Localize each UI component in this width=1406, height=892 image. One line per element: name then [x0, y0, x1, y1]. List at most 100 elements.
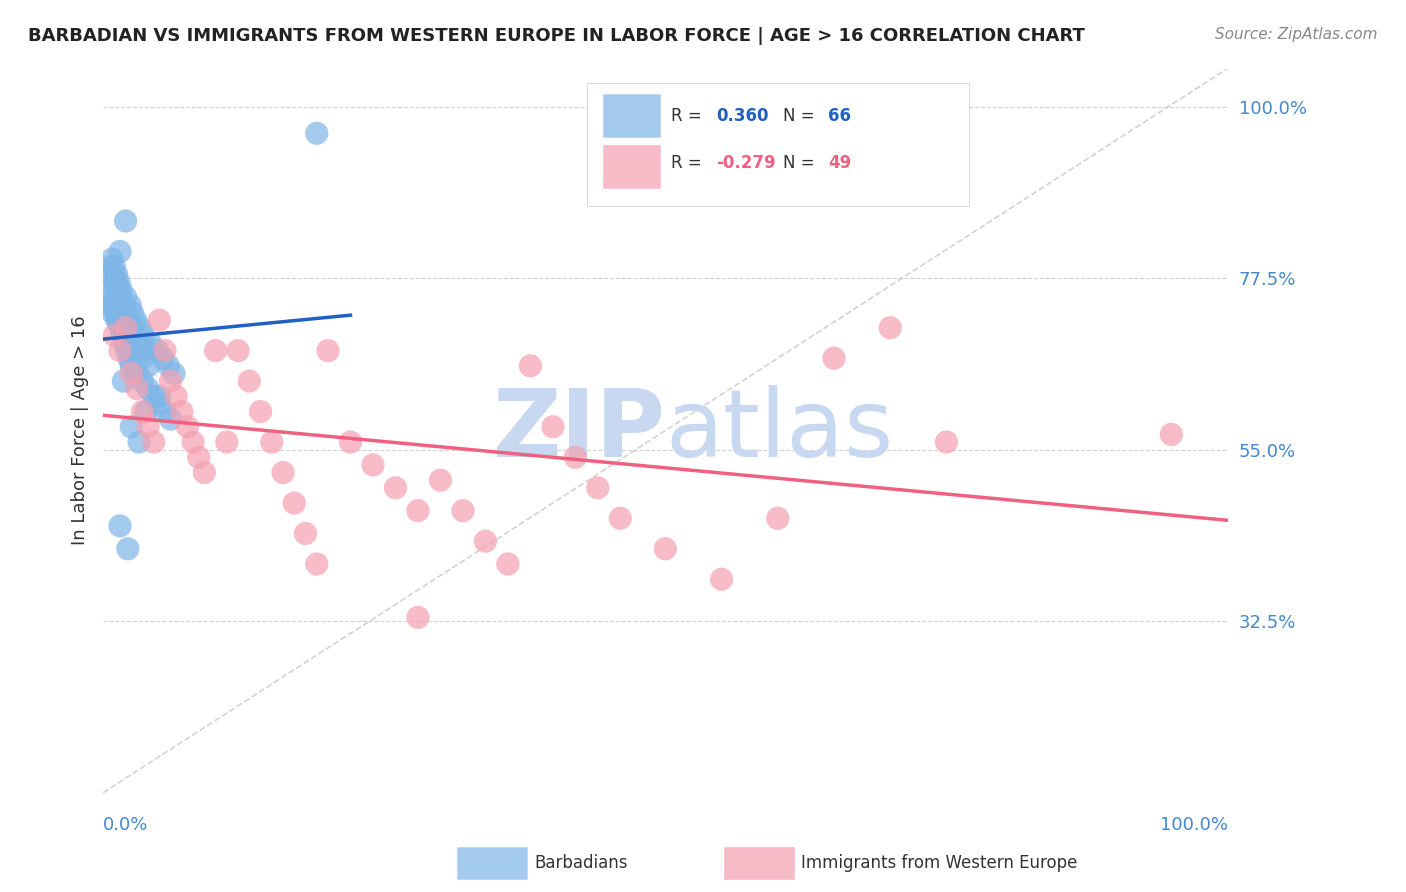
Point	[238, 374, 260, 388]
Point	[110, 283, 132, 297]
Point	[474, 534, 496, 549]
Point	[121, 305, 143, 319]
Point	[879, 320, 901, 334]
Point	[128, 435, 150, 450]
Point	[112, 374, 135, 388]
Point	[496, 557, 519, 571]
Text: R =: R =	[671, 153, 707, 171]
Point	[429, 473, 451, 487]
Point	[112, 320, 135, 334]
Point	[101, 252, 124, 266]
Point	[120, 359, 142, 373]
Point	[101, 305, 124, 319]
Point	[108, 320, 131, 334]
Point	[120, 298, 142, 312]
Point	[305, 126, 328, 140]
Point	[120, 335, 142, 350]
Point	[157, 359, 180, 373]
Point	[115, 343, 138, 358]
Point	[114, 320, 136, 334]
Point	[131, 351, 153, 366]
Point	[111, 328, 134, 343]
Point	[97, 298, 120, 312]
Point	[148, 397, 170, 411]
Point	[105, 268, 128, 282]
Point	[108, 290, 131, 304]
Point	[406, 610, 429, 624]
Point	[103, 260, 125, 274]
Point	[117, 328, 139, 343]
Text: 100.0%: 100.0%	[1160, 815, 1227, 834]
Text: 0.360: 0.360	[716, 106, 769, 125]
Point	[107, 313, 129, 327]
Point	[114, 214, 136, 228]
FancyBboxPatch shape	[603, 94, 659, 137]
Point	[136, 359, 159, 373]
Point	[609, 511, 631, 525]
Point	[131, 404, 153, 418]
Text: R =: R =	[671, 106, 707, 125]
Text: Source: ZipAtlas.com: Source: ZipAtlas.com	[1215, 27, 1378, 42]
Point	[136, 419, 159, 434]
Point	[125, 343, 148, 358]
Point	[204, 343, 226, 358]
Point	[260, 435, 283, 450]
Point	[103, 275, 125, 289]
Point	[108, 519, 131, 533]
Text: 49: 49	[828, 153, 852, 171]
Point	[451, 503, 474, 517]
Text: atlas: atlas	[665, 384, 894, 476]
Point	[107, 283, 129, 297]
Text: ZIP: ZIP	[492, 384, 665, 476]
Point	[131, 374, 153, 388]
Point	[103, 298, 125, 312]
Point	[305, 557, 328, 571]
Point	[120, 419, 142, 434]
Point	[129, 320, 152, 334]
Point	[316, 343, 339, 358]
Point	[519, 359, 541, 373]
FancyBboxPatch shape	[586, 83, 969, 206]
Point	[125, 382, 148, 396]
Point	[148, 313, 170, 327]
Text: N =: N =	[783, 153, 820, 171]
Point	[766, 511, 789, 525]
Point	[97, 283, 120, 297]
Point	[361, 458, 384, 472]
Point	[104, 305, 127, 319]
Point	[153, 343, 176, 358]
Point	[112, 298, 135, 312]
Point	[187, 450, 209, 465]
Point	[271, 466, 294, 480]
Point	[654, 541, 676, 556]
Point	[114, 290, 136, 304]
Point	[142, 389, 165, 403]
Point	[142, 435, 165, 450]
Text: BARBADIAN VS IMMIGRANTS FROM WESTERN EUROPE IN LABOR FORCE | AGE > 16 CORRELATIO: BARBADIAN VS IMMIGRANTS FROM WESTERN EUR…	[28, 27, 1085, 45]
Point	[586, 481, 609, 495]
Point	[114, 335, 136, 350]
Point	[124, 328, 146, 343]
Point	[193, 466, 215, 480]
Point	[159, 374, 181, 388]
Point	[125, 313, 148, 327]
Point	[100, 260, 122, 274]
Point	[339, 435, 361, 450]
Y-axis label: In Labor Force | Age > 16: In Labor Force | Age > 16	[72, 316, 89, 545]
Point	[118, 351, 141, 366]
Point	[163, 367, 186, 381]
Point	[249, 404, 271, 418]
Point	[181, 435, 204, 450]
Point	[294, 526, 316, 541]
Text: 66: 66	[828, 106, 852, 125]
Point	[108, 244, 131, 259]
Point	[153, 404, 176, 418]
Point	[114, 305, 136, 319]
Point	[215, 435, 238, 450]
Point	[148, 389, 170, 403]
Point	[710, 572, 733, 586]
Point	[1160, 427, 1182, 442]
Point	[117, 313, 139, 327]
Point	[170, 404, 193, 418]
Point	[139, 335, 162, 350]
